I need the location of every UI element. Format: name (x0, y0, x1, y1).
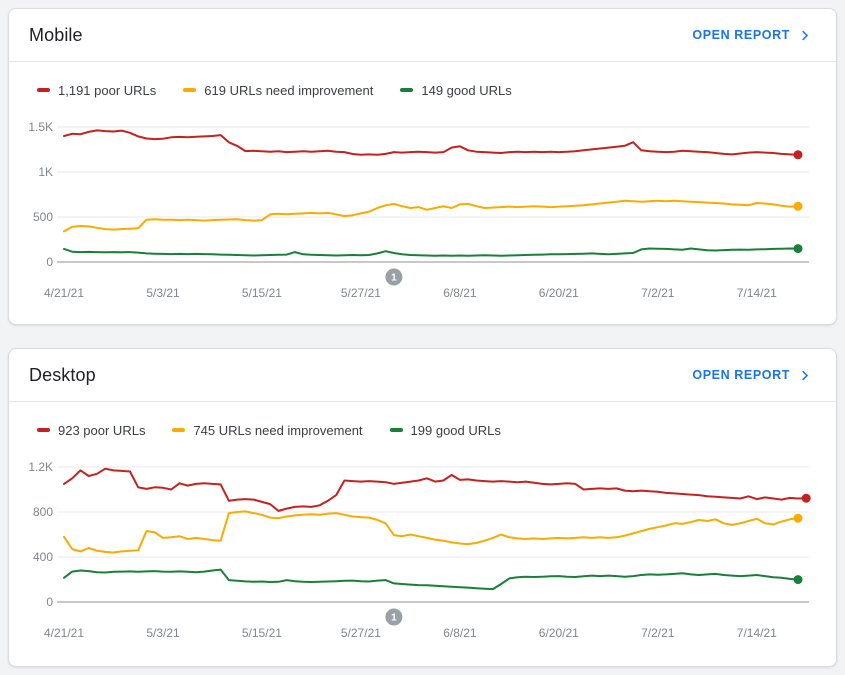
legend-label-needs-improvement: 745 URLs need improvement (193, 422, 363, 438)
legend-label-poor: 923 poor URLs (58, 422, 146, 438)
mobile-card: Mobile OPEN REPORT 1,191 poor URLs 619 U… (8, 8, 837, 325)
x-axis-tick-label: 6/20/21 (539, 286, 579, 300)
chart-legend-desktop: 923 poor URLs 745 URLs need improvement … (9, 421, 836, 439)
series-line-poor-urls (63, 467, 808, 512)
y-axis-tick-label: 800 (33, 505, 53, 519)
annotation-badge-label: 1 (391, 273, 397, 284)
x-axis-tick-label: 5/27/21 (341, 286, 381, 300)
series-end-dot (793, 244, 803, 254)
open-report-link-desktop[interactable]: OPEN REPORT (692, 368, 812, 383)
legend-item-poor[interactable]: 1,191 poor URLs (37, 83, 156, 98)
chart-legend-mobile: 1,191 poor URLs 619 URLs need improvemen… (9, 81, 836, 99)
annotation-badge[interactable] (385, 268, 403, 286)
legend-label-good: 199 good URLs (410, 422, 501, 438)
card-title-desktop: Desktop (29, 364, 96, 385)
chevron-right-icon (802, 30, 809, 40)
series-end-dot (793, 201, 803, 211)
x-axis-tick-label: 4/21/21 (44, 286, 84, 300)
y-axis-tick-label: 0 (46, 255, 53, 269)
y-axis-tick-label: 0 (46, 595, 53, 609)
chevron-right-icon (802, 370, 809, 380)
annotation-badge-label: 1 (391, 613, 397, 624)
y-axis-tick-label: 1.2K (28, 460, 53, 474)
x-axis-tick-label: 7/14/21 (737, 286, 777, 300)
legend-label-poor: 1,191 poor URLs (58, 82, 157, 98)
legend-item-needs-improvement[interactable]: 619 URLs need improvement (183, 83, 373, 98)
x-axis-tick-label: 5/3/21 (146, 286, 180, 300)
legend-item-good[interactable]: 199 good URLs (389, 422, 501, 438)
x-axis-tick-label: 7/14/21 (737, 626, 777, 640)
legend-item-good[interactable]: 149 good URLs (400, 82, 512, 98)
x-axis-tick-label: 6/20/21 (539, 626, 579, 640)
mobile-card-header: Mobile OPEN REPORT (9, 9, 836, 62)
series-line-good-urls (63, 247, 799, 257)
y-axis-tick-label: 1K (38, 165, 53, 179)
open-report-label: OPEN REPORT (692, 368, 790, 382)
annotation-badge[interactable] (385, 608, 403, 626)
series-line-good-urls (63, 568, 799, 591)
x-axis-tick-label: 5/3/21 (146, 626, 180, 640)
legend-item-poor[interactable]: 923 poor URLs (37, 423, 145, 438)
poor-series-dash-icon (37, 428, 50, 432)
y-axis-tick-label: 500 (33, 210, 53, 224)
x-axis-tick-label: 7/2/21 (641, 286, 675, 300)
x-axis-tick-label: 6/8/21 (443, 626, 477, 640)
series-end-dot (793, 150, 803, 160)
series-line-urls-need-improvement (63, 199, 799, 233)
series-line-urls-need-improvement (63, 510, 799, 554)
good-series-dash-icon (389, 428, 403, 432)
card-title-mobile: Mobile (29, 24, 83, 45)
x-axis-tick-label: 5/15/21 (242, 286, 282, 300)
legend-item-needs-improvement[interactable]: 745 URLs need improvement (172, 422, 363, 438)
desktop-card: Desktop OPEN REPORT 923 poor URLs 745 UR… (8, 348, 837, 667)
x-axis-tick-label: 4/21/21 (44, 626, 84, 640)
series-line-poor-urls (63, 129, 799, 156)
x-axis-tick-label: 5/27/21 (341, 626, 381, 640)
series-end-dot (793, 575, 803, 585)
mobile-core-web-vitals-chart[interactable]: 0 500 1K 1.5K 4/21/21 5/3/21 5/15/21 5/27/21 6/8… (9, 109, 837, 321)
y-axis-tick-label: 1.5K (28, 120, 53, 134)
open-report-label: OPEN REPORT (692, 28, 790, 42)
x-axis-tick-label: 6/8/21 (443, 286, 477, 300)
good-series-dash-icon (400, 88, 414, 92)
legend-label-needs-improvement: 619 URLs need improvement (204, 82, 374, 98)
x-axis-tick-label: 5/15/21 (242, 626, 282, 640)
poor-series-dash-icon (37, 88, 50, 92)
y-axis-tick-label: 400 (33, 550, 53, 564)
desktop-core-web-vitals-chart[interactable]: 0 400 800 1.2K 4/21/21 5/3/21 5/15/21 5/27/21 6/… (9, 449, 837, 661)
needs-improvement-series-dash-icon (172, 428, 186, 432)
legend-label-good: 149 good URLs (421, 82, 512, 98)
desktop-card-header: Desktop OPEN REPORT (9, 349, 836, 402)
x-axis-tick-label: 7/2/21 (641, 626, 675, 640)
open-report-link-mobile[interactable]: OPEN REPORT (692, 28, 812, 43)
series-end-dot (793, 513, 803, 523)
series-end-dot (801, 493, 811, 503)
needs-improvement-series-dash-icon (183, 88, 197, 92)
